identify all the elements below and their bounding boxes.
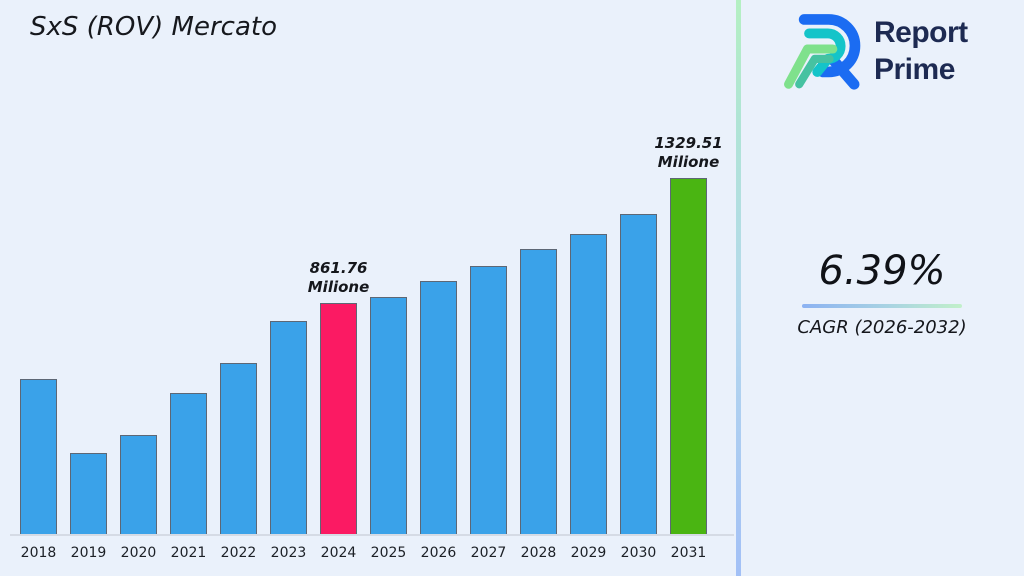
x-axis-label-2029: 2029: [570, 545, 607, 561]
bar-cell-2027: 2027: [470, 266, 507, 561]
bar-2025: [370, 297, 407, 534]
bar-cell-2020: 2020: [120, 435, 157, 561]
bar-cell-2030: 2030: [620, 214, 657, 561]
cagr-value: 6.39%: [818, 248, 946, 294]
bar-2027: [470, 266, 507, 534]
page-title: SxS (ROV) Mercato: [30, 12, 277, 42]
bar-2022: [220, 363, 257, 534]
cagr-label: CAGR (2026-2032): [797, 317, 967, 338]
bar-2029: [570, 234, 607, 534]
bar-2019: [70, 453, 107, 534]
brand-word-report: Report: [874, 16, 968, 49]
bar-cell-2024: 861.76 Milione 2024: [308, 259, 370, 561]
bar-value-label-2031: 1329.51 Milione: [654, 134, 723, 171]
cagr-underline: [802, 304, 962, 308]
bar-cell-2026: 2026: [420, 281, 457, 561]
bar-chart: 2018 2019 2020 2021 2022 2023 861.76 Milione 202…: [10, 0, 734, 561]
bar-2020: [120, 435, 157, 534]
x-axis-label-2026: 2026: [420, 545, 457, 561]
brand-word-prime: Prime: [874, 53, 955, 86]
bar-cell-2022: 2022: [220, 363, 257, 561]
x-axis-label-2020: 2020: [120, 545, 157, 561]
brand-logo: Report Prime: [782, 6, 968, 92]
bar-cell-2028: 2028: [520, 249, 557, 561]
bar-2023: [270, 321, 307, 534]
bar-2028: [520, 249, 557, 534]
brand-wordmark: Report Prime: [874, 14, 968, 88]
bar-2031: [670, 178, 707, 534]
cagr-block: 6.39% CAGR (2026-2032): [745, 248, 1019, 338]
x-axis-label-2021: 2021: [170, 545, 207, 561]
bar-cell-2025: 2025: [370, 297, 407, 561]
x-axis-label-2018: 2018: [20, 545, 57, 561]
panel-divider: [736, 0, 741, 576]
x-axis-label-2031: 2031: [670, 545, 707, 561]
x-axis-label-2025: 2025: [370, 545, 407, 561]
bar-cell-2029: 2029: [570, 234, 607, 561]
x-axis-label-2027: 2027: [470, 545, 507, 561]
x-axis-label-2030: 2030: [620, 545, 657, 561]
bar-2024: [320, 303, 357, 534]
x-axis-label-2019: 2019: [70, 545, 107, 561]
bar-cell-2031: 1329.51 Milione 2031: [654, 134, 722, 561]
bar-2026: [420, 281, 457, 534]
bar-cell-2021: 2021: [170, 393, 207, 561]
x-axis-label-2024: 2024: [320, 545, 357, 561]
bar-cell-2018: 2018: [20, 379, 57, 561]
bar-cell-2019: 2019: [70, 453, 107, 561]
x-axis-label-2028: 2028: [520, 545, 557, 561]
bar-2030: [620, 214, 657, 534]
bar-2021: [170, 393, 207, 534]
report-prime-logo-icon: [784, 14, 861, 90]
bar-value-label-2024: 861.76 Milione: [307, 259, 370, 296]
x-axis-label-2023: 2023: [270, 545, 307, 561]
x-axis-label-2022: 2022: [220, 545, 257, 561]
bar-2018: [20, 379, 57, 534]
bar-cell-2023: 2023: [270, 321, 307, 561]
